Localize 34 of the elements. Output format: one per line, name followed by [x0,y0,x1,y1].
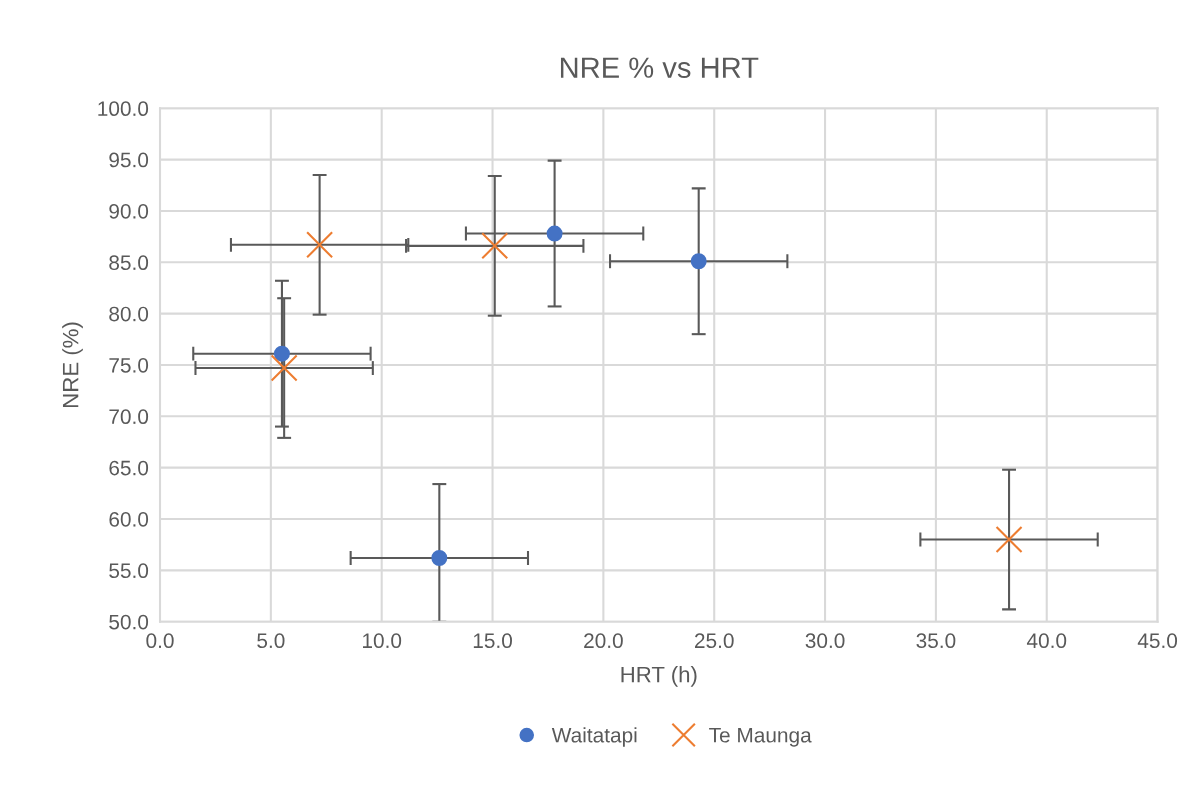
y-tick-label: 60.0 [109,511,149,527]
x-tick-label: 30.0 [805,633,845,649]
x-tick-label: 25.0 [694,633,734,649]
point [481,232,509,260]
y-tick-label: 75.0 [109,357,149,373]
y-tick-label: 55.0 [109,563,149,579]
point [306,231,334,259]
point [431,550,448,566]
x-axis-title: HRT (h) [621,666,697,687]
y-tick-label: 80.0 [109,306,149,322]
x-tick-label: 40.0 [1026,633,1067,649]
chart-title: NRE % vs HRT [560,57,759,78]
point [270,354,298,382]
y-tick-label: 50.0 [109,614,149,630]
x-tick-label: 45.0 [1137,633,1178,649]
y-tick-label: 65.0 [109,460,149,476]
x-tick-label: 35.0 [916,633,956,649]
y-tick-label: 95.0 [109,152,149,168]
x-tick-label: 10.0 [363,633,402,649]
y-tick-label: 70.0 [109,409,149,425]
x-tick-label: 0.0 [146,633,174,649]
point [690,253,707,270]
point [995,525,1023,554]
x-tick-label: 20.0 [584,633,623,649]
x-tick-label: 5.0 [257,633,285,649]
y-tick-label: 100.0 [98,101,149,117]
y-tick-label: 85.0 [109,255,149,271]
x-tick-label: 15.0 [473,633,512,649]
point [546,225,563,242]
legend-label: Waitatapi [551,727,637,747]
point [273,345,290,362]
legend-label: Te Maunga [709,728,812,747]
y-axis-title: NRE (%) [62,322,83,407]
y-tick-label: 90.0 [109,203,149,219]
